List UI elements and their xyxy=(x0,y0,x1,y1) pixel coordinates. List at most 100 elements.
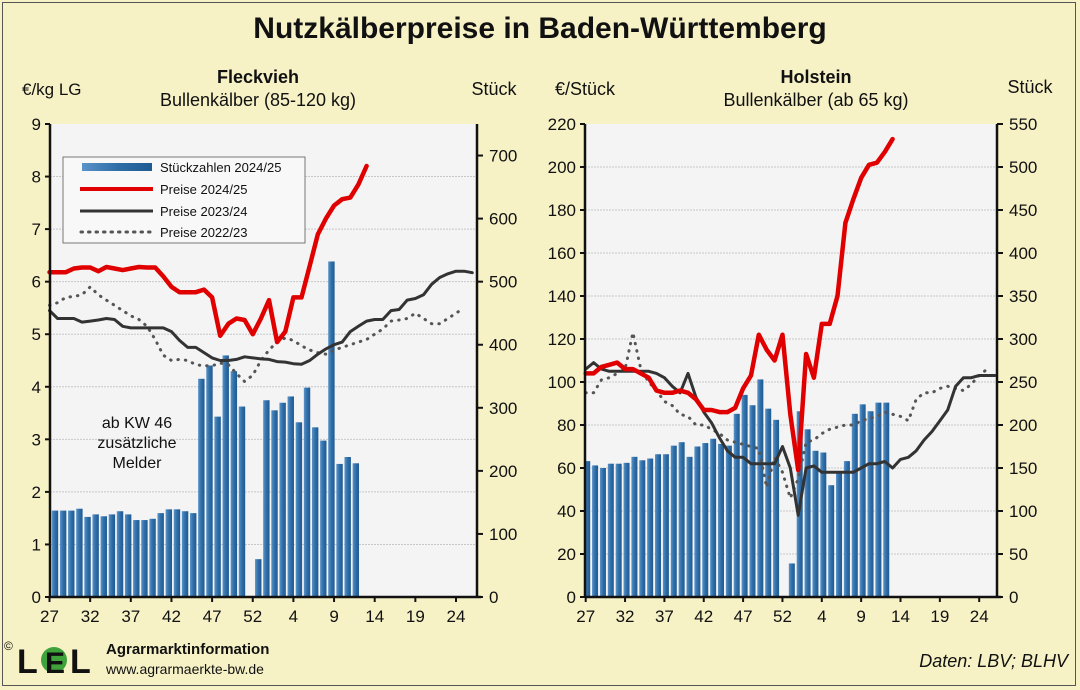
bar-stueckzahlen xyxy=(623,462,630,597)
bar-stueckzahlen xyxy=(631,456,638,597)
bar-stueckzahlen xyxy=(647,458,654,597)
bar-stueckzahlen xyxy=(255,559,262,597)
bar-stueckzahlen xyxy=(670,445,677,597)
footer-org: Agrarmarktinformation xyxy=(106,641,269,658)
x-tick-label: 14 xyxy=(891,607,910,626)
y2-tick-label: 100 xyxy=(489,525,517,544)
y-tick-label: 3 xyxy=(32,430,41,449)
bar-stueckzahlen xyxy=(749,405,756,597)
bar-stueckzahlen xyxy=(230,371,238,597)
bar-stueckzahlen xyxy=(757,379,764,597)
y2-tick-label: 0 xyxy=(1009,588,1018,607)
y-tick-label: 20 xyxy=(557,545,576,564)
left-y2-axis-label: Stück xyxy=(471,79,517,99)
bar-stueckzahlen xyxy=(883,402,890,597)
line-preise-2023-24 xyxy=(584,361,997,517)
x-tick-label: 9 xyxy=(856,607,865,626)
x-tick-label: 24 xyxy=(447,607,466,626)
y2-tick-label: 500 xyxy=(489,273,517,292)
copyright-symbol: © xyxy=(4,639,13,653)
x-tick-label: 47 xyxy=(203,607,222,626)
y-tick-label: 2 xyxy=(32,483,41,502)
left-chart-title: Fleckvieh xyxy=(217,67,299,87)
bar-stueckzahlen xyxy=(181,511,189,597)
y2-tick-label: 150 xyxy=(1009,459,1037,478)
bar-stueckzahlen xyxy=(859,404,866,597)
bar-stueckzahlen xyxy=(804,429,811,597)
y-tick-label: 8 xyxy=(32,168,41,187)
bar-stueckzahlen xyxy=(124,514,132,597)
y2-tick-label: 100 xyxy=(1009,502,1037,521)
bar-stueckzahlen xyxy=(141,520,148,597)
bar-stueckzahlen xyxy=(592,465,599,597)
y-tick-label: 200 xyxy=(548,158,576,177)
y2-tick-label: 300 xyxy=(1009,330,1037,349)
bar-stueckzahlen xyxy=(279,402,286,597)
y-tick-label: 5 xyxy=(32,325,41,344)
bar-stueckzahlen xyxy=(165,509,173,597)
legend-label: Preise 2023/24 xyxy=(160,204,247,219)
y2-tick-label: 350 xyxy=(1009,287,1037,306)
bar-stueckzahlen xyxy=(328,261,335,597)
logo-green-circle xyxy=(41,647,67,673)
bar-stueckzahlen xyxy=(198,378,205,597)
line-preise-2024-25 xyxy=(583,136,895,473)
bar-stueckzahlen xyxy=(352,463,360,597)
legend-label: Preise 2022/23 xyxy=(160,225,247,240)
x-tick-label: 42 xyxy=(694,607,713,626)
y-tick-label: 40 xyxy=(557,502,576,521)
y-tick-label: 140 xyxy=(548,287,576,306)
bar-stueckzahlen xyxy=(607,463,614,597)
footer-logo: © L E L Agrarmarktinformation www.agrarm… xyxy=(4,639,269,681)
x-tick-label: 19 xyxy=(406,607,425,626)
x-tick-label: 24 xyxy=(970,607,989,626)
annotation-line: Melder xyxy=(113,455,163,472)
bar-stueckzahlen xyxy=(765,408,772,597)
y-tick-label: 160 xyxy=(548,244,576,263)
bar-stueckzahlen xyxy=(851,413,858,597)
bar-stueckzahlen xyxy=(133,520,140,597)
bar-stueckzahlen xyxy=(843,461,850,597)
bar-stueckzahlen xyxy=(149,518,156,597)
bar-stueckzahlen xyxy=(725,445,732,597)
y-tick-label: 180 xyxy=(548,201,576,220)
bar-stueckzahlen xyxy=(206,365,213,597)
left-y-axis-label: €/kg LG xyxy=(22,80,82,99)
bar-stueckzahlen xyxy=(222,355,229,597)
left-chart-subtitle: Bullenkälber (85-120 kg) xyxy=(160,90,356,110)
legend-label: Stückzahlen 2024/25 xyxy=(160,160,281,175)
bar-stueckzahlen xyxy=(190,513,197,597)
annotation: ab KW 46 zusätzliche Melder xyxy=(97,415,176,472)
right-y2-axis-label: Stück xyxy=(1007,77,1053,97)
legend-label: Preise 2024/25 xyxy=(160,182,247,197)
bar-stueckzahlen xyxy=(303,387,311,597)
bar-stueckzahlen xyxy=(686,456,693,597)
bar-stueckzahlen xyxy=(599,468,606,597)
x-tick-label: 9 xyxy=(329,607,338,626)
annotation-line: zusätzliche xyxy=(97,435,176,452)
annotation-line: ab KW 46 xyxy=(102,415,172,432)
line-preise-2023-24 xyxy=(48,269,474,366)
line-preise-2024-25 xyxy=(47,163,369,345)
bar-stueckzahlen xyxy=(820,452,827,597)
y2-tick-label: 400 xyxy=(1009,244,1037,263)
logo-letter-l: L xyxy=(70,643,91,681)
bar-stueckzahlen xyxy=(51,510,59,597)
y2-tick-label: 250 xyxy=(1009,373,1037,392)
x-tick-label: 27 xyxy=(576,607,595,626)
bar-stueckzahlen xyxy=(710,438,717,597)
bar-stueckzahlen xyxy=(263,400,270,597)
footer-url[interactable]: www.agrarmaerkte-bw.de xyxy=(105,661,264,677)
bar-stueckzahlen xyxy=(678,442,685,597)
x-tick-label: 32 xyxy=(81,607,100,626)
bar-stueckzahlen xyxy=(836,472,843,597)
bar-stueckzahlen xyxy=(287,396,294,597)
bar-stueckzahlen xyxy=(295,422,303,597)
x-tick-label: 37 xyxy=(121,607,140,626)
bar-stueckzahlen xyxy=(615,463,622,597)
bar-stueckzahlen xyxy=(173,509,181,597)
bar-stueckzahlen xyxy=(733,413,740,597)
y-tick-label: 1 xyxy=(32,535,41,554)
